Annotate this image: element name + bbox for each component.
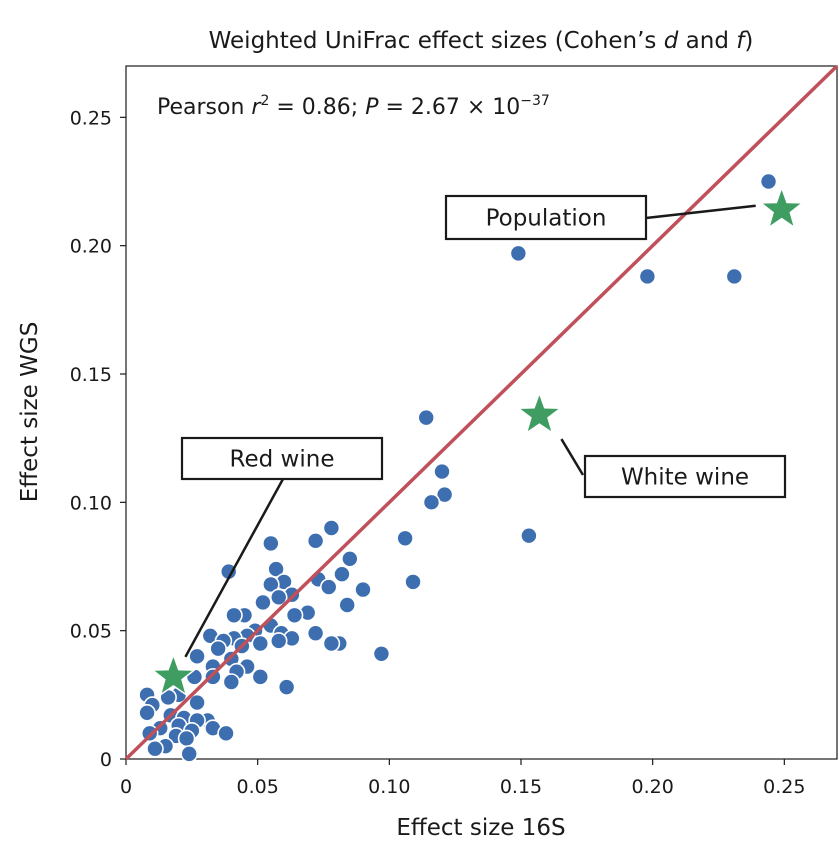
data-point-7 [422,493,441,512]
data-point-22 [354,580,372,599]
highlight-star-white-wine [516,390,563,435]
y-tick-label-2: 0.10 [70,492,112,514]
data-point-34 [306,624,325,643]
highlight-star-population [758,185,805,230]
ann-p-value: = 2.67 × 10 [378,95,520,120]
data-point-11 [306,532,325,550]
y-tick-label-4: 0.20 [70,236,112,258]
data-point-9 [396,529,414,548]
data-point-0 [759,172,778,191]
data-point-10 [322,519,341,537]
data-point-5 [433,462,451,481]
data-point-2 [638,267,657,286]
data-point-19 [262,575,280,594]
data-point-71 [217,724,235,743]
data-point-1 [509,244,528,263]
callout-box-white-wine [583,454,787,499]
x-axis-label: Effect size 16S [396,815,565,841]
leader-line-white-wine [560,438,585,476]
data-point-30 [225,606,243,625]
callout-label-white-wine: White wine [621,465,749,491]
x-axis-ticks: 0 0.05 0.10 0.15 0.20 0.25 [120,759,805,798]
data-point-42 [251,634,270,653]
ann-p: P [365,95,379,120]
data-point-62 [138,703,156,722]
data-point-24 [269,588,288,607]
data-point-53 [251,668,270,686]
chart-title: Weighted UniFrac effect sizes (Cohen’s d… [209,28,754,54]
data-point-6 [435,485,454,504]
callout-label-red-wine: Red wine [230,447,335,473]
data-point-77 [180,745,198,763]
y-tick-label-3: 0.15 [70,364,112,386]
plot-frame [125,65,838,760]
fit-line [124,64,839,761]
x-tick-label-5: 0.25 [763,776,805,798]
data-point-13 [341,549,359,568]
title-suffix: ) [744,28,753,54]
data-point-46 [372,644,391,663]
callout-box-population [444,194,648,241]
ann-prefix: Pearson [157,95,251,120]
data-point-43 [269,632,288,650]
data-point-16 [333,565,351,584]
y-axis-ticks: 0 0.05 0.10 0.15 0.20 0.25 [70,107,126,771]
data-point-76 [146,739,164,758]
x-tick-label-3: 0.15 [500,776,542,798]
callout-box-red-wine [180,436,384,481]
data-point-45 [209,639,227,658]
y-tick-label-0: 0 [100,749,112,771]
title-var-f: f [736,28,747,54]
leader-line-red-wine [184,478,285,658]
data-point-74 [177,729,196,748]
data-point-12 [262,534,280,553]
callout-labels: Population White wine Red wine [180,194,787,658]
highlight-star-red-wine [150,652,197,697]
y-axis-label: Effect size WGS [17,322,43,503]
data-point-40 [322,634,341,653]
y-tick-label-1: 0.05 [70,621,112,643]
leader-line-population [645,204,756,220]
data-point-3 [725,267,744,286]
data-point-8 [520,526,538,545]
data-point-72 [140,724,159,743]
pearson-annotation: Pearson r2 = 0.86; P = 2.67 × 10−37 [157,93,550,120]
data-points [138,172,778,763]
data-point-14 [267,560,285,578]
x-tick-label-1: 0.05 [237,776,279,798]
ann-r: r [251,95,262,120]
data-point-56 [277,678,296,696]
data-point-25 [254,593,272,612]
ann-p-exp: −37 [520,93,550,109]
title-var-d: d [664,28,679,54]
y-tick-label-5: 0.25 [70,107,112,129]
data-point-47 [188,647,206,666]
data-point-55 [222,673,241,691]
ann-r-exp: 2 [260,93,269,109]
data-point-21 [319,578,338,596]
data-point-61 [188,693,206,712]
callout-label-population: Population [486,206,607,232]
x-tick-label-0: 0 [120,776,132,798]
highlight-stars [150,185,805,697]
data-point-54 [204,668,222,686]
data-point-20 [404,573,422,591]
data-point-4 [417,408,436,427]
data-point-26 [338,596,357,614]
title-mid: and [678,28,736,54]
data-point-29 [285,606,304,625]
x-tick-label-2: 0.10 [368,776,410,798]
x-tick-label-4: 0.20 [632,776,674,798]
ann-r-value: = 0.86; [269,95,365,120]
title-prefix: Weighted UniFrac effect sizes (Cohen’s [209,28,664,54]
